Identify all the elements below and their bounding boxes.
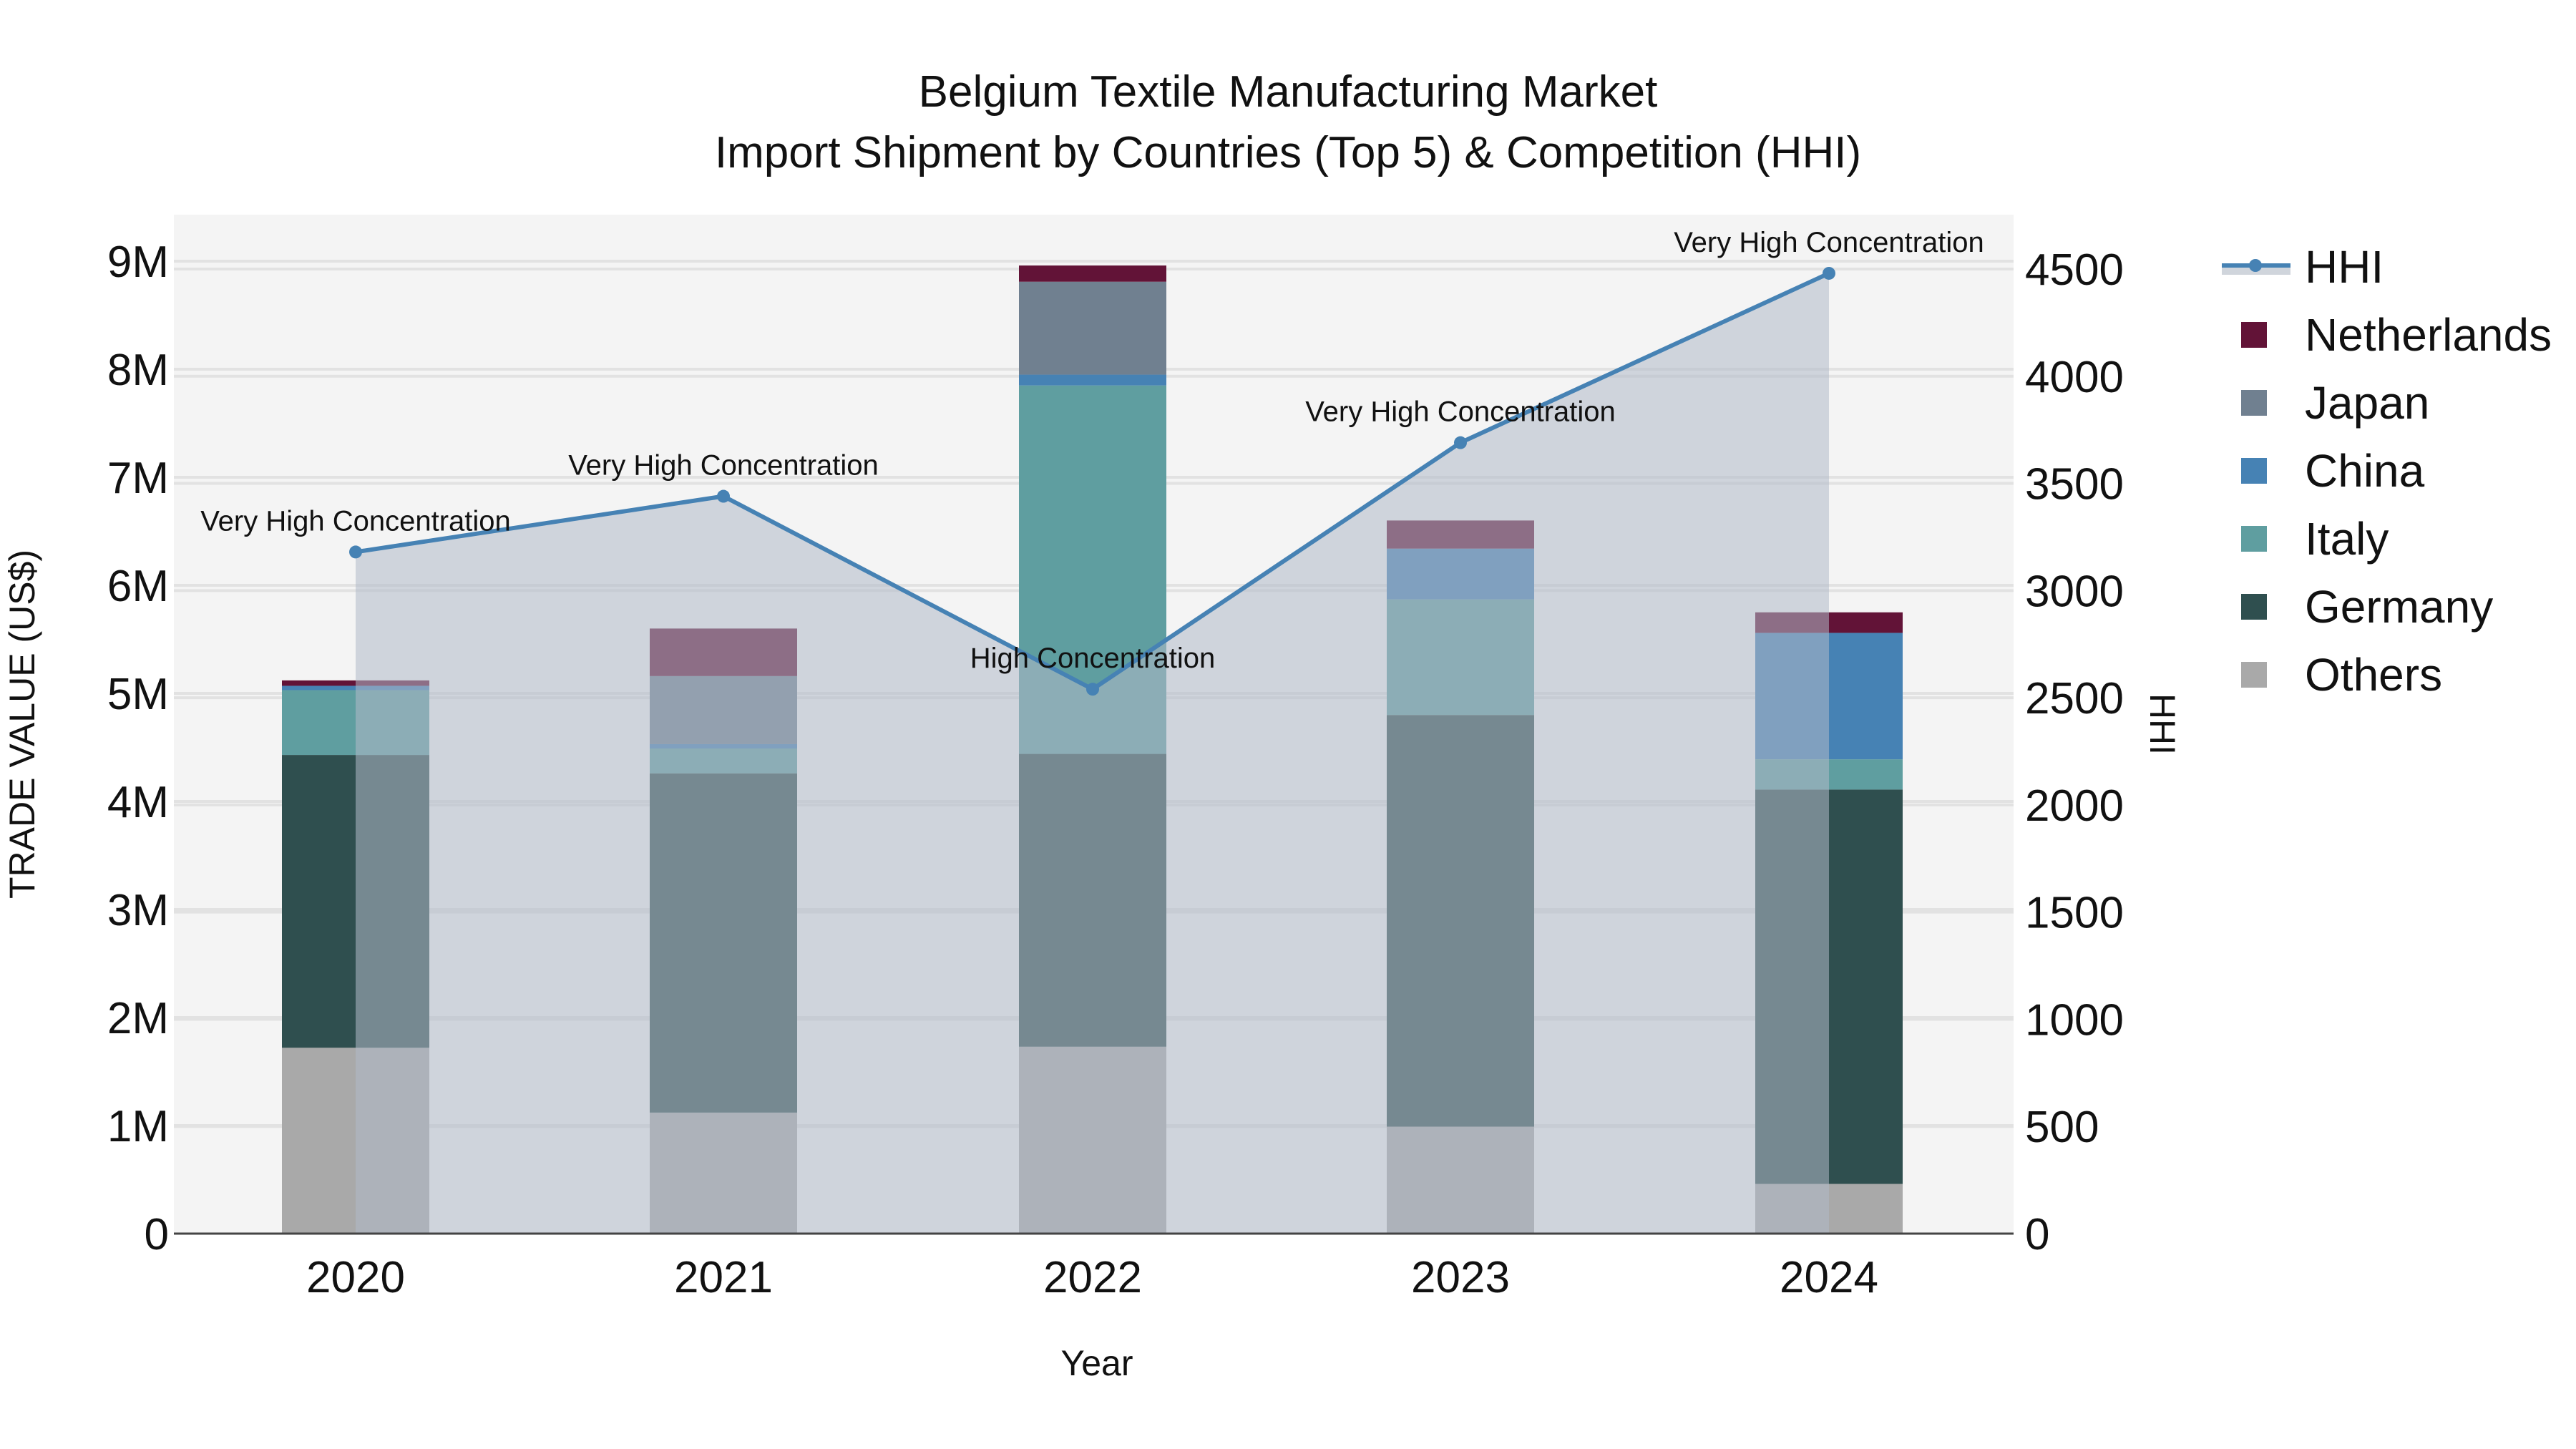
- svg-text:0: 0: [145, 1210, 169, 1259]
- x-tick-label: 2020: [306, 1253, 405, 1302]
- bar-segment-japan[interactable]: [1019, 281, 1166, 375]
- hhi-annotation: Very High Concentration: [568, 450, 879, 482]
- left-axis-ticks: 0 1M 2M 3M 4M 5M 6M 7M 8M 9M: [107, 238, 169, 1259]
- legend-item-italy[interactable]: Italy: [2222, 504, 2552, 572]
- svg-text:2500: 2500: [2025, 674, 2124, 723]
- right-axis-ticks: 0 500 1000 1500 2000 2500 3000 3500 4000 4500: [2025, 245, 2124, 1259]
- x-tick-label: 2021: [674, 1253, 773, 1302]
- legend-item-hhi[interactable]: HHI: [2222, 233, 2552, 301]
- right-axis-label: HHI: [2142, 693, 2182, 755]
- hhi-annotation: Very High Concentration: [1305, 396, 1616, 428]
- legend-item-china[interactable]: China: [2222, 436, 2552, 504]
- svg-text:1000: 1000: [2025, 995, 2124, 1045]
- hhi-point[interactable]: [1086, 683, 1099, 696]
- legend: HHI Netherlands Japan China Italy German…: [2222, 233, 2552, 708]
- x-tick-label: 2024: [1780, 1253, 1878, 1302]
- x-tick-label: 2022: [1043, 1253, 1142, 1302]
- square-swatch-icon: [2222, 657, 2290, 693]
- svg-text:9M: 9M: [107, 238, 169, 287]
- hhi-annotation: High Concentration: [970, 643, 1215, 674]
- legend-item-germany[interactable]: Germany: [2222, 572, 2552, 640]
- hhi-point[interactable]: [349, 545, 362, 559]
- svg-text:1500: 1500: [2025, 889, 2124, 938]
- legend-label: Italy: [2305, 512, 2389, 565]
- square-swatch-icon: [2222, 589, 2290, 625]
- legend-label: Netherlands: [2305, 308, 2552, 361]
- x-tick-label: 2023: [1411, 1253, 1510, 1302]
- legend-item-netherlands[interactable]: Netherlands: [2222, 301, 2552, 369]
- hhi-point[interactable]: [717, 489, 730, 503]
- hhi-annotation: Very High Concentration: [1674, 227, 1984, 258]
- svg-text:3000: 3000: [2025, 567, 2124, 616]
- legend-label: China: [2305, 444, 2425, 497]
- svg-text:4500: 4500: [2025, 245, 2124, 295]
- chart-title-line1: Belgium Textile Manufacturing Market: [918, 67, 1658, 117]
- legend-item-others[interactable]: Others: [2222, 640, 2552, 708]
- svg-text:7M: 7M: [107, 454, 169, 503]
- svg-text:5M: 5M: [107, 670, 169, 719]
- bar-segment-netherlands[interactable]: [1019, 265, 1166, 282]
- svg-text:3500: 3500: [2025, 460, 2124, 509]
- square-swatch-icon: [2222, 317, 2290, 353]
- chart-title-line2: Import Shipment by Countries (Top 5) & C…: [714, 128, 1862, 177]
- svg-text:2M: 2M: [107, 994, 169, 1043]
- hhi-line-area: Very High Concentration Very High Concent…: [200, 227, 1984, 1234]
- square-swatch-icon: [2222, 453, 2290, 489]
- svg-text:8M: 8M: [107, 346, 169, 395]
- x-axis-ticks: 2020 2021 2022 2023 2024: [306, 1253, 1878, 1302]
- left-axis-label: TRADE VALUE (US$): [2, 550, 42, 899]
- legend-label: Others: [2305, 648, 2443, 701]
- svg-text:6M: 6M: [107, 562, 169, 611]
- legend-item-japan[interactable]: Japan: [2222, 369, 2552, 436]
- svg-text:1M: 1M: [107, 1102, 169, 1151]
- svg-text:4M: 4M: [107, 778, 169, 827]
- svg-text:0: 0: [2025, 1210, 2049, 1259]
- svg-text:4000: 4000: [2025, 353, 2124, 402]
- hhi-line-icon: [2222, 249, 2290, 285]
- hhi-annotation: Very High Concentration: [200, 505, 511, 537]
- hhi-point[interactable]: [1823, 266, 1835, 280]
- hhi-point[interactable]: [1454, 436, 1467, 449]
- legend-label: HHI: [2305, 240, 2384, 293]
- x-axis-label: Year: [1060, 1343, 1133, 1383]
- svg-text:500: 500: [2025, 1103, 2099, 1152]
- square-swatch-icon: [2222, 385, 2290, 421]
- square-swatch-icon: [2222, 521, 2290, 557]
- bar-segment-china[interactable]: [1019, 374, 1166, 386]
- svg-text:3M: 3M: [107, 886, 169, 935]
- hhi-area-fill: [356, 273, 1829, 1234]
- svg-text:2000: 2000: [2025, 781, 2124, 831]
- legend-label: Japan: [2305, 376, 2430, 429]
- legend-label: Germany: [2305, 580, 2494, 633]
